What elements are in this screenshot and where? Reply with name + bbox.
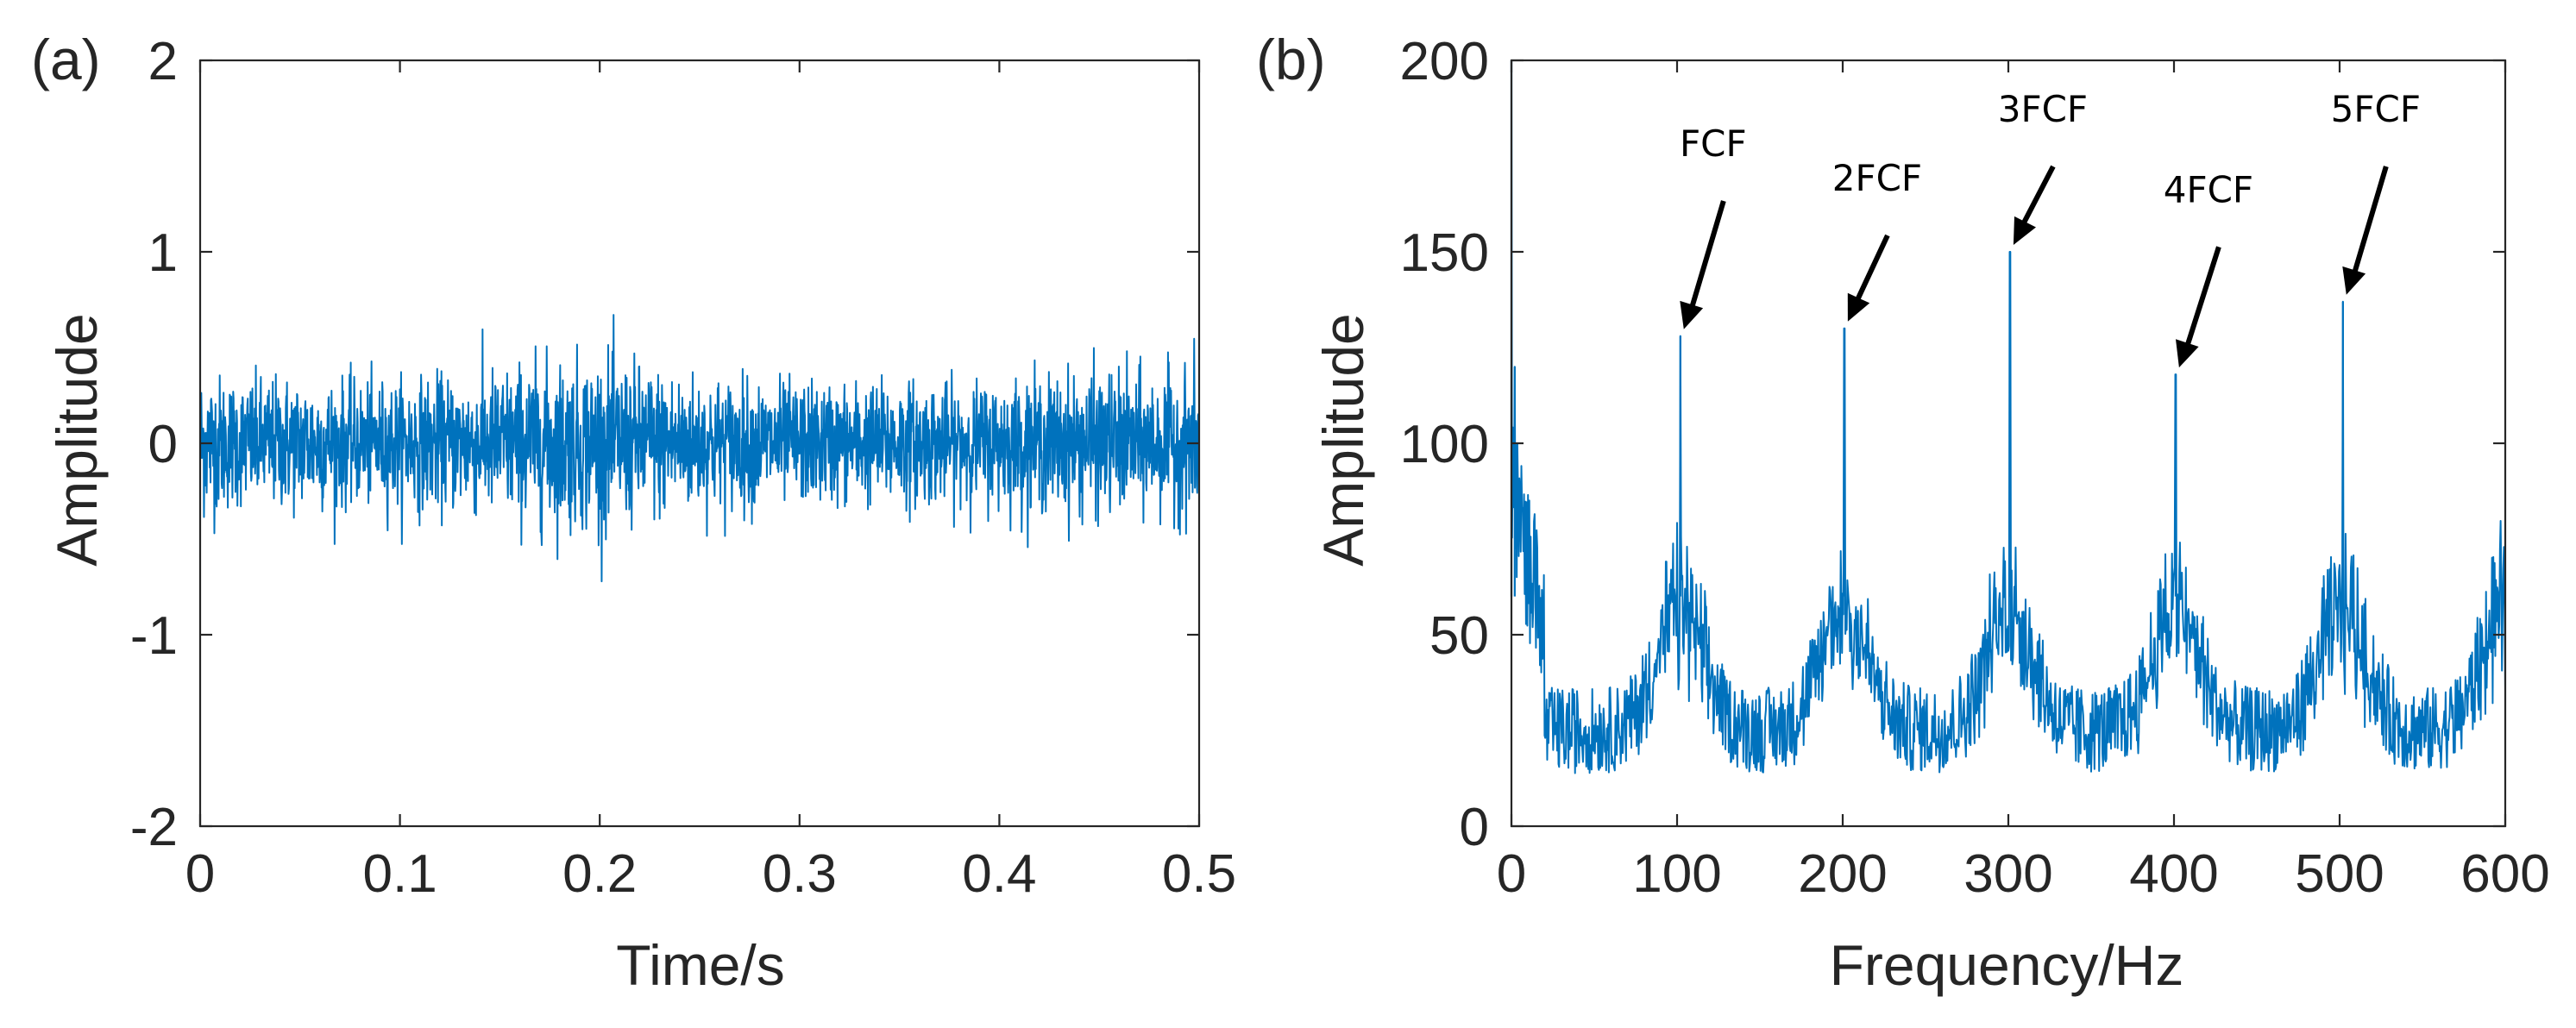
panel-b-axes: 0 100 200 300 400 500 600 0 50 100 150 200 bbox=[1400, 32, 2550, 904]
panel-a-ylabel: Amplitude bbox=[45, 313, 109, 567]
x-tick-label: 0.2 bbox=[562, 844, 637, 904]
x-tick-label: 0.3 bbox=[763, 844, 837, 904]
y-tick-label: 0 bbox=[1460, 798, 1489, 857]
annotation-label: 3FCF bbox=[1998, 88, 2088, 130]
panel-a-xlabel: Time/s bbox=[616, 933, 785, 997]
signal-line bbox=[199, 314, 1200, 583]
plot-frame bbox=[1510, 59, 2507, 828]
y-tick-label: 50 bbox=[1429, 606, 1489, 666]
x-tick-label: 100 bbox=[1632, 844, 1721, 904]
panel-b-ylabel: Amplitude bbox=[1311, 313, 1375, 567]
annotation-arrow bbox=[1686, 200, 1726, 318]
panel-b-label: (b) bbox=[1256, 28, 1326, 91]
annotation-label: 2FCF bbox=[1832, 157, 1922, 199]
annotation-arrowhead bbox=[2176, 339, 2199, 368]
annotation-arrow bbox=[2348, 166, 2389, 284]
x-tick-label: 0.5 bbox=[1162, 844, 1236, 904]
panel-b-annotations: FCF 2FCF 3FCF 4FCF 5FCF bbox=[1680, 88, 2421, 368]
annotation-arrowhead bbox=[2013, 216, 2036, 245]
x-tick-label: 600 bbox=[2460, 844, 2549, 904]
annotation-arrow bbox=[1850, 234, 1890, 311]
panel-b: (b) 0 100 200 300 400 500 600 0 50 100 150 200 FCF 2… bbox=[1256, 28, 2550, 997]
x-tick-label: 400 bbox=[2129, 844, 2218, 904]
annotation-arrowhead bbox=[1680, 300, 1704, 329]
spectrum-line bbox=[1511, 60, 2506, 774]
y-tick-label: -1 bbox=[130, 606, 178, 666]
annotation-arrowhead bbox=[1847, 292, 1870, 322]
x-tick-label: 0 bbox=[185, 844, 215, 904]
x-tick-label: 500 bbox=[2295, 844, 2384, 904]
panel-a-axes: 0 0.1 0.2 0.3 0.4 0.5 -2 -1 0 1 2 bbox=[130, 32, 1236, 904]
panel-a: (a) 0 0.1 0.2 0.3 0.4 0.5 -2 -1 0 1 2 Time/s Ampli… bbox=[31, 28, 1236, 997]
panel-a-plot-area bbox=[199, 314, 1200, 583]
x-tick-label: 200 bbox=[1798, 844, 1887, 904]
y-tick-label: 1 bbox=[148, 223, 178, 283]
y-tick-label: 200 bbox=[1400, 32, 1489, 91]
annotation-arrow bbox=[2182, 246, 2221, 356]
x-tick-label: 300 bbox=[1963, 844, 2052, 904]
x-tick-label: 0.1 bbox=[362, 844, 437, 904]
y-tick-label: 150 bbox=[1400, 223, 1489, 283]
x-tick-label: 0.4 bbox=[962, 844, 1036, 904]
y-tick-label: 2 bbox=[148, 32, 178, 91]
y-tick-label: 0 bbox=[148, 415, 178, 474]
x-tick-label: 0 bbox=[1497, 844, 1526, 904]
annotation-arrowhead bbox=[2342, 266, 2366, 295]
annotation-label: FCF bbox=[1680, 122, 1747, 165]
y-tick-label: -2 bbox=[130, 798, 178, 857]
panel-b-xlabel: Frequency/Hz bbox=[1830, 933, 2184, 997]
y-tick-label: 100 bbox=[1400, 415, 1489, 474]
panel-a-label: (a) bbox=[31, 28, 101, 91]
annotation-label: 4FCF bbox=[2164, 168, 2253, 210]
panel-b-plot-area bbox=[1510, 60, 2506, 774]
annotation-label: 5FCF bbox=[2331, 88, 2421, 130]
